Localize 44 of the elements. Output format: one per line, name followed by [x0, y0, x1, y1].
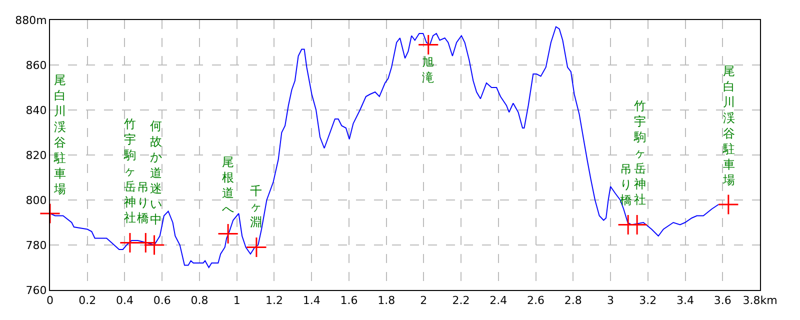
x-tick-label: 1.8 — [378, 294, 396, 308]
x-tick-label: 0.6 — [153, 294, 171, 308]
x-tick-label: 0.8 — [190, 294, 208, 308]
y-tick-label: 860 — [26, 58, 47, 72]
x-tick-label: 3.2 — [639, 294, 657, 308]
point — [39, 202, 61, 224]
y-tick-label: 820 — [26, 148, 47, 162]
line-series — [50, 26, 720, 268]
x-tick-label: 0.4 — [116, 294, 134, 308]
annotation: 尾根道へ — [222, 155, 234, 216]
annotation: 竹宇駒ヶ岳神社 — [123, 117, 136, 225]
x-tick-label: 3.4 — [676, 294, 694, 308]
y-tick-label: 760 — [26, 284, 47, 297]
x-tick-label: 2.6 — [527, 294, 545, 308]
point — [718, 194, 739, 216]
annotation: 尾白川渓谷駐車場 — [53, 73, 66, 196]
annotation: 千ヶ淵 — [250, 184, 262, 230]
x-tick-label: 1.4 — [302, 294, 320, 308]
x-tick-label: 0.2 — [78, 294, 96, 308]
x-tick-label: 1 — [233, 294, 240, 308]
point — [218, 223, 239, 244]
y-tick-label: 780 — [26, 238, 47, 252]
annotation: 吊り橋 — [620, 162, 632, 208]
y-tick-label: 880m — [15, 14, 47, 27]
x-tick-label: 2.8 — [564, 294, 582, 308]
x-tick-label: 3.6 — [714, 294, 732, 308]
x-tick-label: 3.8km — [742, 294, 778, 308]
annotation: 何故か道迷い中 — [150, 119, 162, 227]
x-tick-label: 1.2 — [265, 294, 283, 308]
annotation: 尾白川渓谷駐車場 — [722, 64, 735, 188]
x-tick-label: 0 — [46, 294, 54, 308]
annotation: 旭滝 — [422, 55, 434, 85]
annotation: 吊り橋 — [137, 180, 149, 226]
y-tick-label: 840 — [26, 104, 47, 117]
point — [246, 236, 268, 258]
x-tick-label: 2.4 — [490, 294, 508, 308]
x-tick-label: 1.6 — [340, 294, 358, 308]
annotation: 竹宇駒ヶ岳神社 — [633, 99, 646, 207]
x-tick-label: 3 — [607, 294, 614, 308]
x-tick-label: 2 — [420, 294, 428, 308]
y-tick-label: 800 — [26, 194, 47, 207]
point — [144, 234, 165, 256]
point — [418, 34, 439, 56]
x-tick-label: 2.2 — [452, 294, 470, 308]
